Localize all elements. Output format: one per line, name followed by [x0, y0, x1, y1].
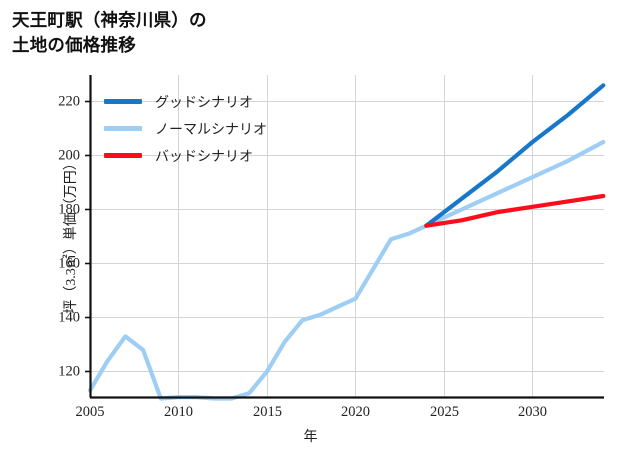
legend-swatch-bad-icon	[104, 153, 142, 158]
y-tick-label-220: 220	[58, 93, 80, 109]
y-axis-title: 坪（3.3㎡）単価（万円）	[64, 156, 79, 314]
x-tick-label-2020: 2020	[341, 404, 370, 420]
x-tick-label-2030: 2030	[518, 404, 547, 420]
x-tick-label-2010: 2010	[164, 404, 193, 420]
legend-swatch-normal-icon	[104, 126, 142, 131]
y-tick-label-180: 180	[58, 201, 80, 217]
legend-item-good[interactable]: グッドシナリオ	[104, 88, 267, 115]
y-tick-label-140: 140	[58, 309, 80, 325]
chart-legend: グッドシナリオ ノーマルシナリオ バッドシナリオ	[104, 88, 267, 169]
legend-swatch-good-icon	[104, 99, 142, 104]
legend-item-normal[interactable]: ノーマルシナリオ	[104, 115, 267, 142]
series-line-good	[424, 83, 606, 228]
y-tick-label-120: 120	[58, 363, 80, 379]
series-line-normal	[87, 139, 606, 401]
legend-label-normal: ノーマルシナリオ	[155, 122, 267, 138]
x-axis-title: 年	[303, 430, 318, 445]
legend-label-good: グッドシナリオ	[155, 95, 253, 111]
axis-spines	[89, 75, 604, 399]
legend-label-bad: バッドシナリオ	[155, 149, 253, 165]
y-tick-marks	[85, 100, 90, 373]
legend-item-bad[interactable]: バッドシナリオ	[104, 142, 267, 169]
x-tick-label-2025: 2025	[430, 404, 459, 420]
page-title: 天王町駅（神奈川県）の 土地の価格推移	[12, 10, 207, 56]
x-tick-label-2015: 2015	[253, 404, 282, 420]
series-line-bad	[424, 193, 606, 228]
x-tick-label-2005: 2005	[75, 404, 105, 420]
y-tick-label-200: 200	[58, 147, 80, 163]
y-tick-label-160: 160	[58, 255, 80, 271]
gridlines-horizontal	[90, 101, 604, 372]
